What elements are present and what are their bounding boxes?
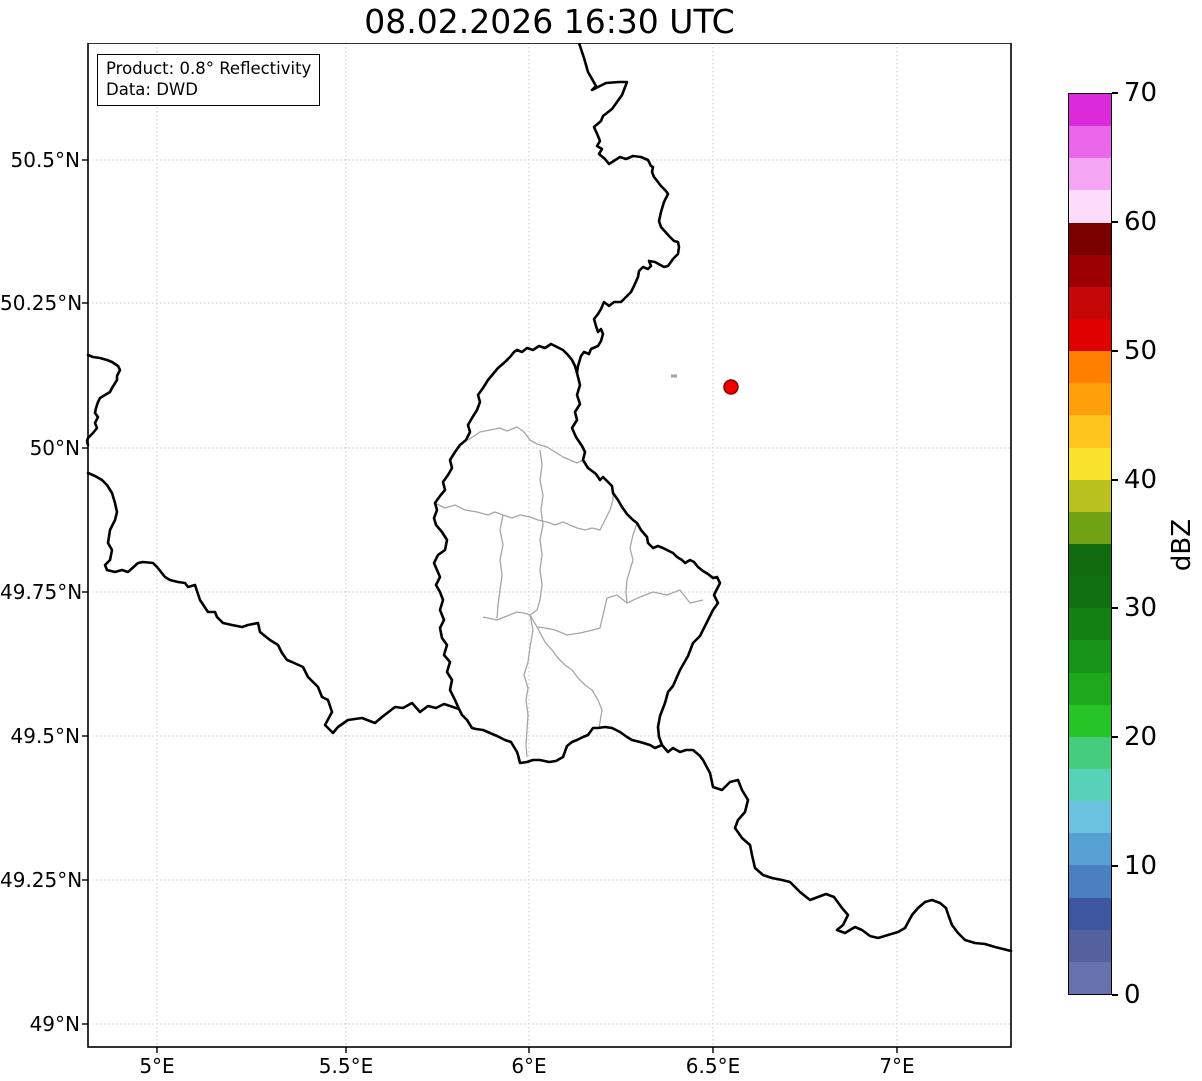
x-tick-label: 7°E xyxy=(879,1054,915,1078)
colorbar-segment-10-12.5dBZ xyxy=(1069,833,1111,866)
colorbar-tick-mark xyxy=(1112,350,1118,352)
colorbar-tick-label: 40 xyxy=(1124,465,1158,495)
colorbar-segment-40-42.5dBZ xyxy=(1069,447,1111,480)
colorbar-segment-17.5-20dBZ xyxy=(1069,736,1111,770)
colorbar-segment-0-2.5dBZ xyxy=(1069,961,1111,994)
colorbar-segment-45-47.5dBZ xyxy=(1069,383,1111,416)
colorbar-tick-mark xyxy=(1112,479,1118,481)
radar-site-marker xyxy=(723,379,739,395)
colorbar-axis-label: dBZ xyxy=(1167,518,1197,572)
colorbar-segment-57.5-60dBZ xyxy=(1069,222,1111,255)
y-tick-label: 50.25°N xyxy=(0,291,83,315)
colorbar-segment-12.5-15dBZ xyxy=(1069,801,1111,834)
radar-echo-pixel xyxy=(671,374,677,378)
colorbar xyxy=(1068,93,1112,995)
colorbar-tick-mark xyxy=(1112,607,1118,609)
colorbar-segment-20-22.5dBZ xyxy=(1069,704,1111,737)
colorbar-segment-5-7.5dBZ xyxy=(1069,897,1111,930)
colorbar-segment-52.5-55dBZ xyxy=(1069,286,1111,320)
axes-frame xyxy=(87,43,1012,1048)
border-luxembourg xyxy=(432,342,722,765)
x-tick-label: 5°E xyxy=(139,1054,175,1078)
border-france-belgium xyxy=(86,471,461,735)
colorbar-segment-47.5-50dBZ xyxy=(1069,351,1111,384)
canton-line-5 xyxy=(536,626,603,729)
colorbar-tick-label: 50 xyxy=(1124,336,1158,366)
colorbar-segment-50-52.5dBZ xyxy=(1069,319,1111,352)
colorbar-segment-15-17.5dBZ xyxy=(1069,769,1111,802)
map-plot xyxy=(82,43,1013,1053)
colorbar-tick-mark xyxy=(1112,736,1118,738)
y-tick-label: 49.75°N xyxy=(0,580,83,604)
y-tick-label: 50°N xyxy=(29,436,80,460)
x-tick-label: 6.5°E xyxy=(685,1054,741,1078)
colorbar-segment-30-32.5dBZ xyxy=(1069,576,1111,609)
product-info-box: Product: 0.8° Reflectivity Data: DWD xyxy=(97,54,321,106)
colorbar-segment-32.5-35dBZ xyxy=(1069,544,1111,577)
canton-line-7 xyxy=(496,514,504,619)
colorbar-tick-mark xyxy=(1112,221,1118,223)
colorbar-tick-label: 30 xyxy=(1124,593,1158,623)
colorbar-tick-mark xyxy=(1112,92,1118,94)
y-tick-label: 50.5°N xyxy=(10,148,81,172)
colorbar-segment-22.5-25dBZ xyxy=(1069,672,1111,705)
colorbar-tick-label: 70 xyxy=(1124,78,1158,108)
y-tick-label: 49.5°N xyxy=(10,724,81,748)
border-france-belgium-givet xyxy=(85,353,122,447)
border-belgium-germany xyxy=(575,43,681,375)
canton-line-3 xyxy=(482,589,704,636)
colorbar-segment-35-37.5dBZ xyxy=(1069,511,1111,545)
colorbar-tick-label: 20 xyxy=(1124,722,1158,752)
y-tick-label: 49°N xyxy=(29,1012,80,1036)
colorbar-tick-mark xyxy=(1112,994,1118,996)
canton-line-4 xyxy=(523,449,544,758)
canton-line-2 xyxy=(434,493,614,531)
canton-line-6 xyxy=(625,522,638,604)
colorbar-tick-mark xyxy=(1112,865,1118,867)
colorbar-segment-62.5-65dBZ xyxy=(1069,158,1111,191)
colorbar-tick-label: 10 xyxy=(1124,851,1158,881)
colorbar-segment-60-62.5dBZ xyxy=(1069,190,1111,223)
plot-title: 08.02.2026 16:30 UTC xyxy=(364,2,735,41)
colorbar-segment-25-27.5dBZ xyxy=(1069,640,1111,673)
colorbar-segment-67.5-70dBZ xyxy=(1069,94,1111,127)
colorbar-tick-label: 60 xyxy=(1124,207,1158,237)
colorbar-segment-42.5-45dBZ xyxy=(1069,415,1111,448)
colorbar-segment-7.5-10dBZ xyxy=(1069,865,1111,898)
product-info-line1: Product: 0.8° Reflectivity xyxy=(106,59,312,78)
x-tick-label: 6°E xyxy=(511,1054,547,1078)
colorbar-segment-2.5-5dBZ xyxy=(1069,929,1111,962)
colorbar-segment-55-57.5dBZ xyxy=(1069,254,1111,287)
colorbar-segment-37.5-40dBZ xyxy=(1069,479,1111,512)
border-france-germany xyxy=(660,743,1013,953)
y-tick-label: 49.25°N xyxy=(0,868,83,892)
colorbar-tick-label: 0 xyxy=(1124,980,1141,1010)
colorbar-segment-65-67.5dBZ xyxy=(1069,126,1111,159)
x-tick-label: 5.5°E xyxy=(318,1054,374,1078)
colorbar-segment-27.5-30dBZ xyxy=(1069,608,1111,641)
canton-line-1 xyxy=(467,426,584,464)
product-info-line2: Data: DWD xyxy=(106,80,198,100)
